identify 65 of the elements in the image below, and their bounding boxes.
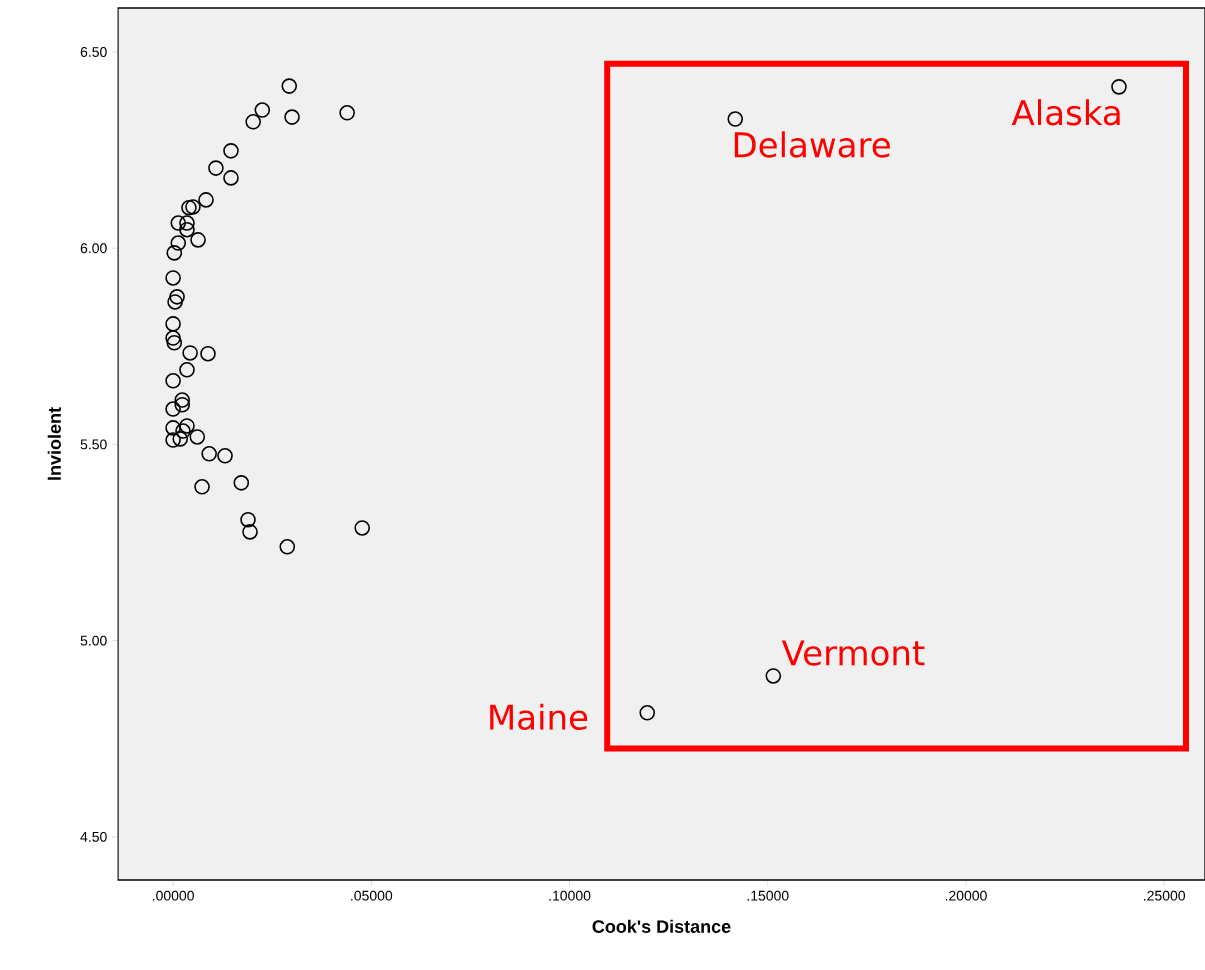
x-tick-label: .10000 <box>549 890 591 901</box>
x-tick-label: .20000 <box>945 890 987 901</box>
point <box>179 362 195 378</box>
x-tick-label: .15000 <box>747 890 789 901</box>
point <box>165 330 181 346</box>
point <box>185 199 201 215</box>
point <box>233 475 250 491</box>
point <box>165 373 181 389</box>
point <box>179 221 195 238</box>
x-tick-label: .25000 <box>1144 890 1186 901</box>
point <box>223 170 239 186</box>
point <box>223 143 239 159</box>
point <box>166 334 183 351</box>
y-tick-label: 5.50 <box>80 439 107 450</box>
annotation: Maine <box>490 703 588 730</box>
point <box>169 289 185 305</box>
point <box>242 524 258 540</box>
point <box>172 431 189 447</box>
point <box>240 511 256 528</box>
y-tick-label: 5.00 <box>80 635 107 646</box>
point <box>179 215 195 231</box>
point <box>182 345 198 361</box>
point <box>354 520 370 536</box>
point <box>166 245 183 261</box>
point <box>1111 79 1127 95</box>
annotation: Alaska <box>1011 99 1120 126</box>
point <box>339 104 355 121</box>
point <box>254 102 271 118</box>
point <box>727 111 744 127</box>
point <box>165 432 181 448</box>
x-tick-label: .05000 <box>351 890 393 901</box>
point <box>281 78 298 94</box>
point <box>200 345 216 362</box>
point <box>190 232 206 248</box>
point <box>765 668 782 684</box>
annotation: Delaware <box>734 131 890 158</box>
point <box>279 539 296 555</box>
point <box>245 114 261 130</box>
annotation: Vermont <box>781 640 925 666</box>
point <box>165 316 181 332</box>
point <box>181 199 197 216</box>
point <box>201 446 217 462</box>
point <box>179 418 195 434</box>
point <box>170 235 187 251</box>
x-axis-title: Cook's Distance <box>592 919 731 933</box>
point <box>284 109 300 125</box>
point <box>175 423 191 439</box>
y-tick-label: 6.00 <box>80 243 107 254</box>
point <box>208 160 224 176</box>
point <box>170 215 187 231</box>
point <box>174 392 191 408</box>
point <box>189 429 206 445</box>
x-tick-label: .00000 <box>152 890 194 901</box>
point <box>639 705 656 721</box>
point <box>165 270 181 286</box>
point <box>165 401 181 417</box>
point <box>194 478 210 495</box>
point <box>217 447 233 464</box>
y-axis-title: lnviolent <box>47 407 61 480</box>
y-tick-label: 6.50 <box>80 46 107 57</box>
y-tick-label: 4.50 <box>80 831 107 842</box>
point <box>198 192 214 208</box>
point <box>174 396 191 413</box>
point <box>167 294 183 310</box>
point <box>165 420 181 436</box>
